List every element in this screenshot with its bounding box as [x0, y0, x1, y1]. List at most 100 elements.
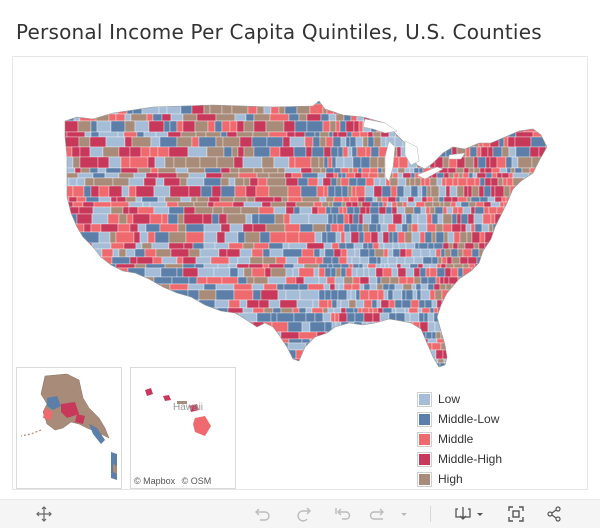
county-shape[interactable] [463, 185, 469, 198]
county-shape[interactable] [409, 312, 420, 323]
county-shape[interactable] [528, 263, 547, 269]
county-shape[interactable] [477, 267, 483, 278]
county-shape[interactable] [325, 206, 332, 215]
county-shape[interactable] [136, 131, 145, 138]
county-shape[interactable] [190, 307, 211, 314]
county-shape[interactable] [323, 242, 333, 250]
county-shape[interactable] [147, 97, 158, 105]
county-shape[interactable] [334, 276, 345, 285]
county-shape[interactable] [444, 362, 453, 369]
county-shape[interactable] [345, 120, 355, 133]
county-shape[interactable] [422, 131, 428, 138]
county-shape[interactable] [194, 331, 212, 340]
county-shape[interactable] [526, 185, 547, 198]
county-shape[interactable] [431, 213, 439, 225]
county-shape[interactable] [164, 331, 173, 340]
county-shape[interactable] [382, 267, 393, 278]
county-shape[interactable] [150, 167, 159, 174]
county-shape[interactable] [429, 358, 439, 364]
county-shape[interactable] [546, 283, 561, 291]
county-shape[interactable] [478, 369, 486, 375]
county-shape[interactable] [110, 196, 118, 203]
county-shape[interactable] [245, 213, 253, 225]
county-shape[interactable] [383, 242, 394, 250]
county-shape[interactable] [287, 185, 302, 198]
county-shape[interactable] [389, 331, 396, 340]
county-shape[interactable] [396, 146, 402, 158]
county-shape[interactable] [466, 289, 476, 301]
county-shape[interactable] [299, 206, 313, 215]
county-shape[interactable] [325, 97, 336, 105]
county-shape[interactable] [117, 131, 125, 138]
county-shape[interactable] [239, 136, 253, 148]
county-shape[interactable] [433, 283, 441, 291]
county-shape[interactable] [293, 263, 305, 269]
county-shape[interactable] [71, 146, 81, 158]
county-shape[interactable] [330, 223, 339, 233]
county-shape[interactable] [467, 349, 473, 360]
county-shape[interactable] [425, 206, 431, 215]
county-shape[interactable] [420, 369, 424, 375]
county-shape[interactable] [410, 185, 419, 198]
county-shape[interactable] [66, 131, 86, 138]
county-shape[interactable] [347, 331, 356, 340]
county-shape[interactable] [347, 185, 353, 198]
county-shape[interactable] [426, 223, 437, 233]
county-shape[interactable] [434, 156, 444, 169]
county-shape[interactable] [441, 312, 452, 323]
county-shape[interactable] [407, 131, 415, 138]
county-shape[interactable] [314, 312, 324, 323]
county-shape[interactable] [359, 338, 369, 344]
county-shape[interactable] [267, 349, 278, 360]
county-shape[interactable] [337, 146, 344, 158]
county-shape[interactable] [492, 358, 500, 364]
county-shape[interactable] [325, 223, 332, 233]
county-shape[interactable] [550, 277, 557, 284]
county-shape[interactable] [338, 206, 344, 215]
county-shape[interactable] [285, 289, 301, 301]
county-shape[interactable] [258, 299, 270, 309]
county-shape[interactable] [450, 267, 459, 278]
county-shape[interactable] [118, 172, 135, 179]
county-shape[interactable] [437, 256, 443, 265]
county-shape[interactable] [289, 213, 310, 225]
county-shape[interactable] [453, 172, 460, 179]
county-shape[interactable] [354, 358, 363, 364]
county-shape[interactable] [353, 307, 359, 314]
county-shape[interactable] [72, 185, 85, 198]
county-shape[interactable] [448, 103, 458, 115]
county-shape[interactable] [185, 349, 197, 360]
county-shape[interactable] [75, 307, 92, 314]
county-shape[interactable] [203, 338, 215, 344]
county-shape[interactable] [124, 321, 134, 333]
county-shape[interactable] [340, 248, 348, 258]
county-shape[interactable] [446, 256, 453, 265]
county-shape[interactable] [388, 283, 396, 291]
county-shape[interactable] [300, 167, 313, 174]
county-shape[interactable] [427, 312, 435, 323]
county-shape[interactable] [437, 213, 444, 225]
county-shape[interactable] [270, 267, 287, 278]
county-shape[interactable] [304, 131, 316, 138]
county-shape[interactable] [524, 299, 542, 309]
county-shape[interactable] [427, 362, 433, 369]
county-shape[interactable] [323, 185, 329, 198]
county-shape[interactable] [237, 231, 246, 244]
county-shape[interactable] [467, 213, 475, 225]
county-shape[interactable] [265, 120, 285, 133]
county-shape[interactable] [475, 321, 482, 333]
county-shape[interactable] [296, 299, 314, 309]
county-shape[interactable] [536, 321, 556, 333]
county-shape[interactable] [499, 362, 506, 369]
county-shape[interactable] [333, 248, 342, 258]
county-shape[interactable] [217, 263, 230, 269]
county-shape[interactable] [506, 342, 516, 351]
county-shape[interactable] [545, 307, 564, 314]
county-shape[interactable] [372, 312, 381, 323]
county-shape[interactable] [480, 342, 490, 351]
county-shape[interactable] [471, 321, 477, 333]
county-shape[interactable] [399, 248, 407, 258]
county-shape[interactable] [239, 299, 248, 309]
county-shape[interactable] [269, 231, 287, 244]
county-shape[interactable] [75, 276, 95, 285]
